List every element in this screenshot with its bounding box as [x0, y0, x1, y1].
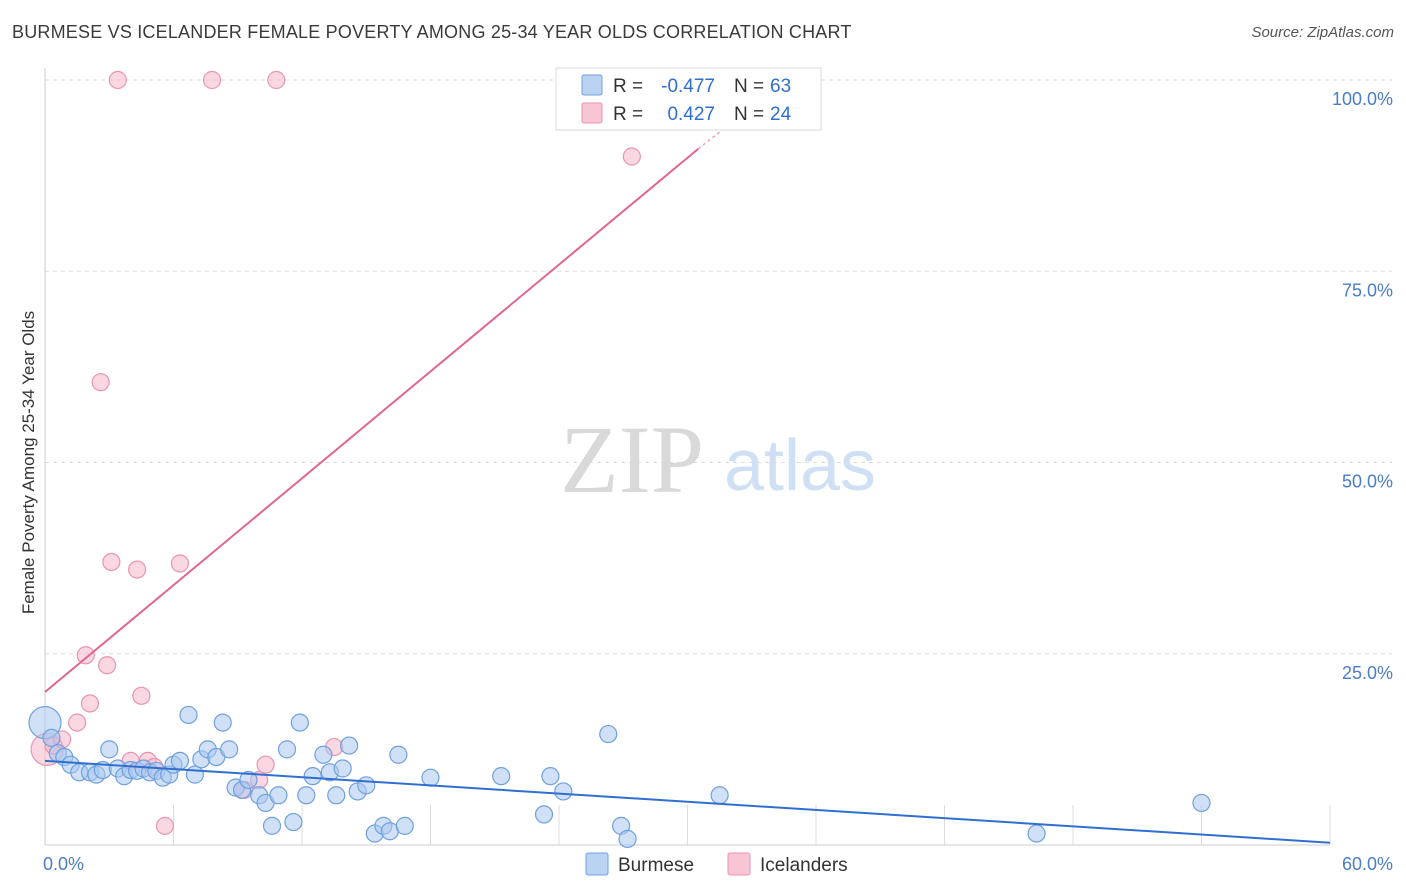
legend-n-label: N = — [734, 104, 764, 125]
burmese-point — [492, 767, 511, 786]
burmese-point — [554, 782, 573, 801]
icelanders-point — [102, 552, 121, 572]
bottom-legend-swatch — [585, 852, 609, 876]
burmese-point — [100, 740, 119, 759]
burmese-point — [284, 812, 303, 832]
y-tick-label: 100.0% — [1332, 89, 1393, 109]
legend-r-label: R = — [613, 76, 643, 97]
burmese-point — [1192, 793, 1211, 813]
watermark-atlas: atlas — [724, 426, 876, 506]
icelanders-point — [108, 70, 127, 90]
bottom-legend-swatch — [727, 852, 751, 876]
burmese-point — [262, 816, 282, 835]
chart-title: BURMESE VS ICELANDER FEMALE POVERTY AMON… — [12, 22, 852, 42]
y-tick-label: 50.0% — [1342, 472, 1393, 492]
burmese-point — [1027, 824, 1046, 843]
y-tick-label: 75.0% — [1342, 280, 1393, 300]
legend-n-label: N = — [734, 76, 764, 97]
trend-lines — [44, 131, 1331, 844]
burmese-point — [534, 805, 554, 824]
burmese-point — [541, 767, 560, 786]
icelanders-point — [80, 694, 100, 713]
burmese-point — [327, 786, 346, 805]
legend-n-value: 63 — [770, 76, 791, 97]
burmese-point — [277, 740, 297, 759]
icelanders-point — [202, 70, 222, 90]
burmese-point — [239, 770, 258, 790]
burmese-point — [297, 786, 316, 805]
icelanders-points — [30, 70, 641, 835]
y-tick-label: 25.0% — [1342, 663, 1393, 683]
icelanders-trend-line — [44, 148, 699, 693]
icelanders-point — [170, 554, 190, 573]
burmese-point — [170, 751, 190, 770]
bottom-legend: Burmese Icelanders — [585, 852, 848, 876]
icelanders-point — [132, 686, 151, 705]
burmese-point — [340, 736, 359, 755]
icelanders-point — [91, 373, 110, 392]
burmese-trend-line — [44, 759, 1331, 844]
x-tick-label-end: 60.0% — [1342, 854, 1393, 874]
burmese-point — [314, 745, 333, 764]
grid-lines — [45, 79, 1392, 845]
legend-r-value: 0.427 — [667, 104, 715, 125]
icelanders-trend-extension — [697, 131, 721, 150]
burmese-point — [618, 829, 637, 848]
icelanders-point — [68, 713, 87, 732]
burmese-point — [333, 759, 352, 778]
burmese-point — [710, 786, 729, 805]
burmese-point — [220, 740, 239, 759]
burmese-point — [421, 768, 440, 787]
burmese-point — [357, 776, 376, 795]
burmese-point — [303, 767, 322, 786]
bottom-legend-label: Icelanders — [760, 855, 848, 876]
source-label: Source: ZipAtlas.com — [1251, 24, 1394, 41]
icelanders-point — [155, 816, 175, 835]
watermark-zip: ZIP — [560, 406, 704, 513]
icelanders-point — [622, 147, 641, 166]
burmese-point — [290, 713, 309, 732]
burmese-point — [269, 786, 288, 805]
legend-swatch — [581, 74, 603, 96]
y-axis-label: Female Poverty Among 25-34 Year Olds — [19, 311, 38, 614]
legend-r-value: -0.477 — [661, 76, 715, 97]
watermark: ZIP atlas — [560, 406, 876, 513]
icelanders-point — [256, 755, 275, 774]
x-tick-label-start: 0.0% — [43, 854, 84, 874]
legend: R = -0.477 N = 63 R = 0.427 N = 24 — [555, 67, 822, 131]
icelanders-point — [76, 646, 95, 665]
legend-swatch — [581, 102, 603, 124]
burmese-point — [389, 745, 408, 764]
burmese-points — [28, 705, 1211, 848]
tick-labels: 25.0% 50.0% 75.0% 100.0% 0.0% 60.0% Female Pov… — [19, 89, 1393, 874]
burmese-point — [179, 705, 198, 725]
burmese-point — [42, 728, 61, 748]
icelanders-point — [127, 560, 147, 579]
burmese-point — [395, 816, 414, 835]
icelanders-point — [267, 70, 286, 90]
icelanders-point — [98, 656, 117, 675]
burmese-point — [185, 765, 205, 784]
legend-r-label: R = — [613, 104, 643, 125]
burmese-point — [599, 724, 618, 744]
burmese-point — [213, 713, 232, 732]
bottom-legend-label: Burmese — [618, 855, 694, 876]
legend-n-value: 24 — [770, 104, 792, 125]
